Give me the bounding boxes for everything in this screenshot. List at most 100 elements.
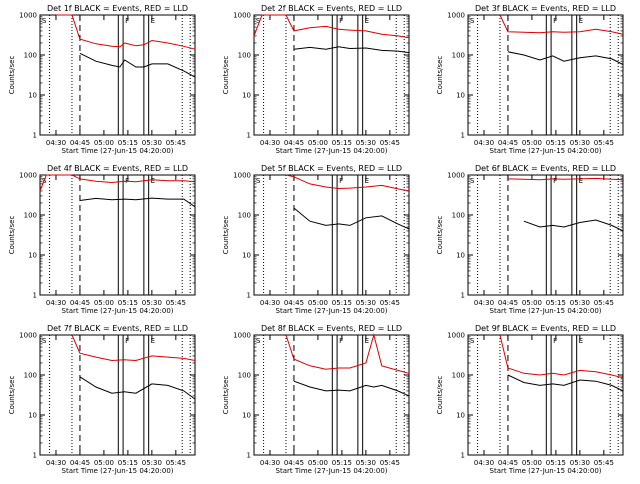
panel-8: Det 8f BLACK = Events, RED = LLD 1 10 100 10… [222, 324, 410, 475]
y-tick-label: 1000 [447, 172, 465, 180]
x-axis-label: Start Time (27-Jun-15 04:20:00) [276, 467, 388, 475]
x-tick-label: 05:45 [166, 139, 186, 147]
y-tick-label: 100 [238, 372, 251, 380]
axis-frame [467, 174, 624, 296]
series-line-black [293, 46, 410, 54]
x-tick-label: 05:30 [142, 139, 162, 147]
y-tick-label: 10 [28, 92, 37, 100]
x-tick-label: 04:30 [46, 459, 66, 467]
marker-label: S [256, 337, 261, 345]
x-tick-label: 05:00 [308, 459, 328, 467]
y-tick-label: 10 [456, 92, 465, 100]
x-tick-label: 05:45 [166, 299, 186, 307]
x-tick-label: 05:15 [332, 139, 352, 147]
x-tick-label: 05:15 [546, 459, 566, 467]
axis-frame [253, 334, 410, 456]
marker-label: F [339, 337, 343, 345]
series-line-black [507, 51, 624, 65]
x-tick-label: 04:30 [260, 299, 280, 307]
y-tick-label: 1000 [447, 332, 465, 340]
x-tick-label: 05:30 [570, 459, 590, 467]
y-tick-label: 10 [242, 92, 251, 100]
y-tick-label: 100 [452, 212, 465, 220]
x-tick-label: 05:15 [118, 459, 138, 467]
y-tick-label: 1000 [19, 332, 37, 340]
y-tick-label: 100 [452, 52, 465, 60]
y-tick-label: 1 [461, 452, 465, 460]
marker-label: F [339, 17, 343, 25]
panel-6: Det 6f BLACK = Events, RED = LLD 1 10 100 10… [436, 164, 624, 315]
y-tick-label: 1 [247, 452, 251, 460]
series-line-black [79, 52, 196, 78]
axis-frame [467, 14, 624, 136]
x-axis-label: Start Time (27-Jun-15 04:20:00) [276, 307, 388, 315]
x-tick-label: 05:45 [380, 139, 400, 147]
y-axis-label: Counts/sec [436, 56, 444, 95]
series-line-red [499, 334, 624, 379]
x-tick-label: 04:30 [260, 459, 280, 467]
panel-title: Det 7f BLACK = Events, RED = LLD [47, 324, 188, 333]
marker-label: E [365, 17, 369, 25]
y-tick-label: 1 [461, 132, 465, 140]
y-tick-label: 100 [452, 372, 465, 380]
series-line-black [507, 374, 624, 392]
y-axis-label: Counts/sec [222, 56, 230, 95]
marker-label: E [365, 177, 369, 185]
x-tick-label: 04:45 [284, 299, 304, 307]
x-tick-label: 04:45 [498, 299, 518, 307]
axis-frame [467, 334, 624, 456]
x-tick-label: 04:45 [498, 459, 518, 467]
x-tick-label: 05:30 [142, 459, 162, 467]
x-tick-label: 05:45 [594, 139, 614, 147]
panel-9: Det 9f BLACK = Events, RED = LLD 1 10 100 10… [436, 324, 624, 475]
panel-1: Det 1f BLACK = Events, RED = LLD 1 10 100 10… [8, 4, 196, 155]
x-tick-label: 04:45 [284, 139, 304, 147]
x-tick-label: 05:15 [332, 459, 352, 467]
axis-frame [253, 174, 410, 296]
x-tick-label: 05:45 [594, 299, 614, 307]
y-tick-label: 100 [238, 52, 251, 60]
panel-4: Det 4f BLACK = Events, RED = LLD 1 10 100 10… [8, 164, 196, 315]
panel-title: Det 8f BLACK = Events, RED = LLD [261, 324, 402, 333]
x-tick-label: 05:00 [308, 299, 328, 307]
panel-title: Det 4f BLACK = Events, RED = LLD [47, 164, 188, 173]
marker-label: S [256, 17, 261, 25]
panel-3: Det 3f BLACK = Events, RED = LLD 1 10 100 10… [436, 4, 624, 155]
x-tick-label: 04:45 [70, 139, 90, 147]
marker-label: S [470, 337, 475, 345]
x-tick-label: 04:30 [474, 459, 494, 467]
y-tick-label: 100 [24, 372, 37, 380]
axis-frame [39, 14, 196, 136]
x-tick-label: 05:30 [356, 459, 376, 467]
panel-title: Det 6f BLACK = Events, RED = LLD [475, 164, 616, 173]
y-axis-label: Counts/sec [8, 376, 16, 415]
marker-label: E [365, 337, 369, 345]
marker-label: S [256, 177, 261, 185]
x-tick-label: 05:15 [118, 139, 138, 147]
x-tick-label: 05:30 [570, 299, 590, 307]
y-axis-label: Counts/sec [436, 376, 444, 415]
x-tick-label: 05:45 [594, 459, 614, 467]
panel-title: Det 9f BLACK = Events, RED = LLD [475, 324, 616, 333]
x-tick-label: 05:00 [94, 459, 114, 467]
series-line-red [56, 14, 196, 50]
x-tick-label: 05:00 [522, 459, 542, 467]
marker-label: E [151, 17, 155, 25]
y-tick-label: 1000 [233, 332, 251, 340]
panel-title: Det 2f BLACK = Events, RED = LLD [261, 4, 402, 13]
x-axis-label: Start Time (27-Jun-15 04:20:00) [490, 307, 602, 315]
y-tick-label: 1 [33, 132, 37, 140]
x-tick-label: 05:45 [380, 459, 400, 467]
panel-2: Det 2f BLACK = Events, RED = LLD 1 10 100 10… [222, 4, 410, 155]
y-tick-label: 10 [28, 412, 37, 420]
marker-label: F [125, 337, 129, 345]
series-line-black [79, 197, 196, 208]
y-tick-label: 1 [247, 132, 251, 140]
panel-title: Det 3f BLACK = Events, RED = LLD [475, 4, 616, 13]
y-tick-label: 10 [28, 252, 37, 260]
y-tick-label: 10 [242, 252, 251, 260]
x-tick-label: 05:30 [570, 139, 590, 147]
series-line-black [79, 376, 196, 400]
y-axis-label: Counts/sec [222, 376, 230, 415]
